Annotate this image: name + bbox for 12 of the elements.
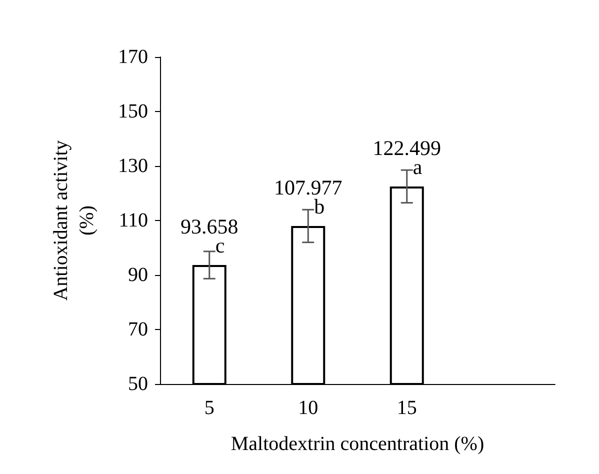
x-axis-title: Maltodextrin concentration (%) <box>230 433 484 455</box>
y-tick-label: 150 <box>118 100 148 122</box>
x-tick-label: 5 <box>204 397 214 419</box>
x-tick-label: 10 <box>298 397 318 419</box>
y-tick-label: 110 <box>118 210 148 232</box>
y-tick-label: 130 <box>118 155 148 177</box>
y-tick-label: 90 <box>128 264 148 286</box>
y-axis-title: Antioxidant activity (%) <box>50 140 98 301</box>
y-tick-label: 170 <box>118 46 148 68</box>
y-tick-label: 50 <box>128 373 148 395</box>
y-tick-label: 70 <box>128 318 148 340</box>
x-tick-label: 15 <box>396 397 417 419</box>
